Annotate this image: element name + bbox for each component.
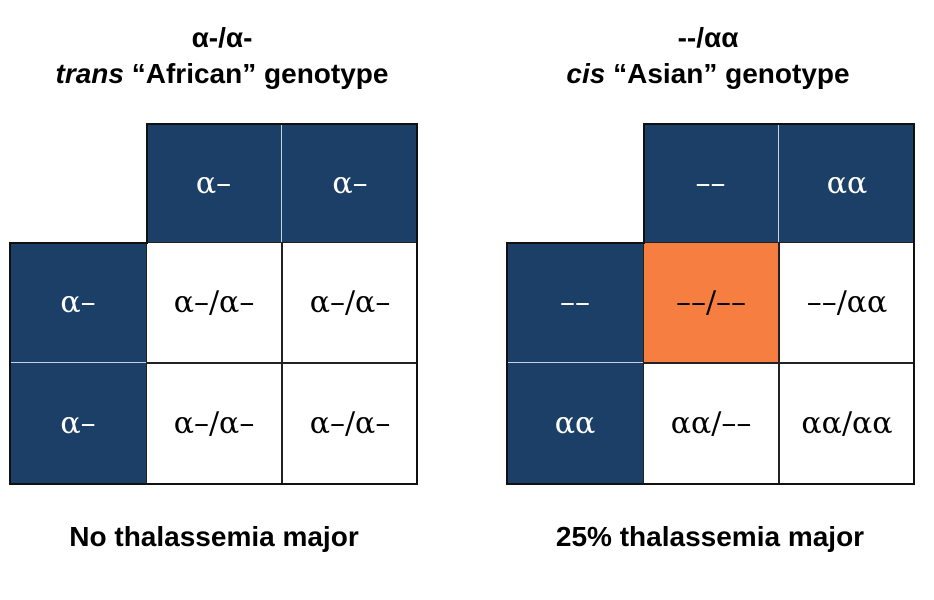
- left-row-header-2: α–: [10, 363, 146, 484]
- right-cell-1-1-highlighted: ––/––: [643, 242, 779, 363]
- right-cell-2-1: αα/––: [643, 363, 779, 484]
- right-col-header-1: ––: [643, 124, 779, 242]
- left-col-header-2: α–: [282, 124, 418, 242]
- left-frame-step: [9, 242, 148, 244]
- left-cell-2-1: α–/α–: [146, 363, 282, 484]
- left-cell-1-2: α–/α–: [282, 242, 418, 363]
- left-col-header-1: α–: [146, 124, 282, 242]
- right-frame-step: [506, 242, 645, 244]
- right-cell-2-2: αα/αα: [779, 363, 915, 484]
- left-heading: α-/α- trans “African” genotype: [12, 20, 432, 92]
- left-genotype-origin: “African” genotype: [123, 58, 389, 89]
- right-genotype-notation: --/αα: [677, 22, 739, 53]
- right-caption: 25% thalassemia major: [555, 521, 865, 552]
- right-cell-1-2: ––/αα: [779, 242, 915, 363]
- left-genotype-notation: α-/α-: [191, 22, 253, 53]
- right-genotype-label: cis “Asian” genotype: [498, 56, 918, 92]
- left-caption: No thalassemia major: [69, 521, 359, 552]
- right-row-header-2: αα: [507, 363, 643, 484]
- left-punnett-square: α– α– α– α–/α– α–/α– α– α–/α– α–/α–: [10, 124, 418, 484]
- right-genotype-arrangement: cis: [566, 58, 606, 89]
- left-corner-empty: [10, 124, 146, 242]
- right-col-header-2: αα: [779, 124, 915, 242]
- right-punnett-square: –– αα –– ––/–– ––/αα αα αα/–– αα/αα: [507, 124, 915, 484]
- right-corner-empty: [507, 124, 643, 242]
- left-row-header-1: α–: [10, 242, 146, 363]
- right-heading: --/αα cis “Asian” genotype: [498, 20, 918, 92]
- right-genotype-origin: “Asian” genotype: [605, 58, 850, 89]
- left-genotype-arrangement: trans: [55, 58, 124, 89]
- left-cell-2-2: α–/α–: [282, 363, 418, 484]
- right-row-header-1: ––: [507, 242, 643, 363]
- left-genotype-label: trans “African” genotype: [12, 56, 432, 92]
- left-cell-1-1: α–/α–: [146, 242, 282, 363]
